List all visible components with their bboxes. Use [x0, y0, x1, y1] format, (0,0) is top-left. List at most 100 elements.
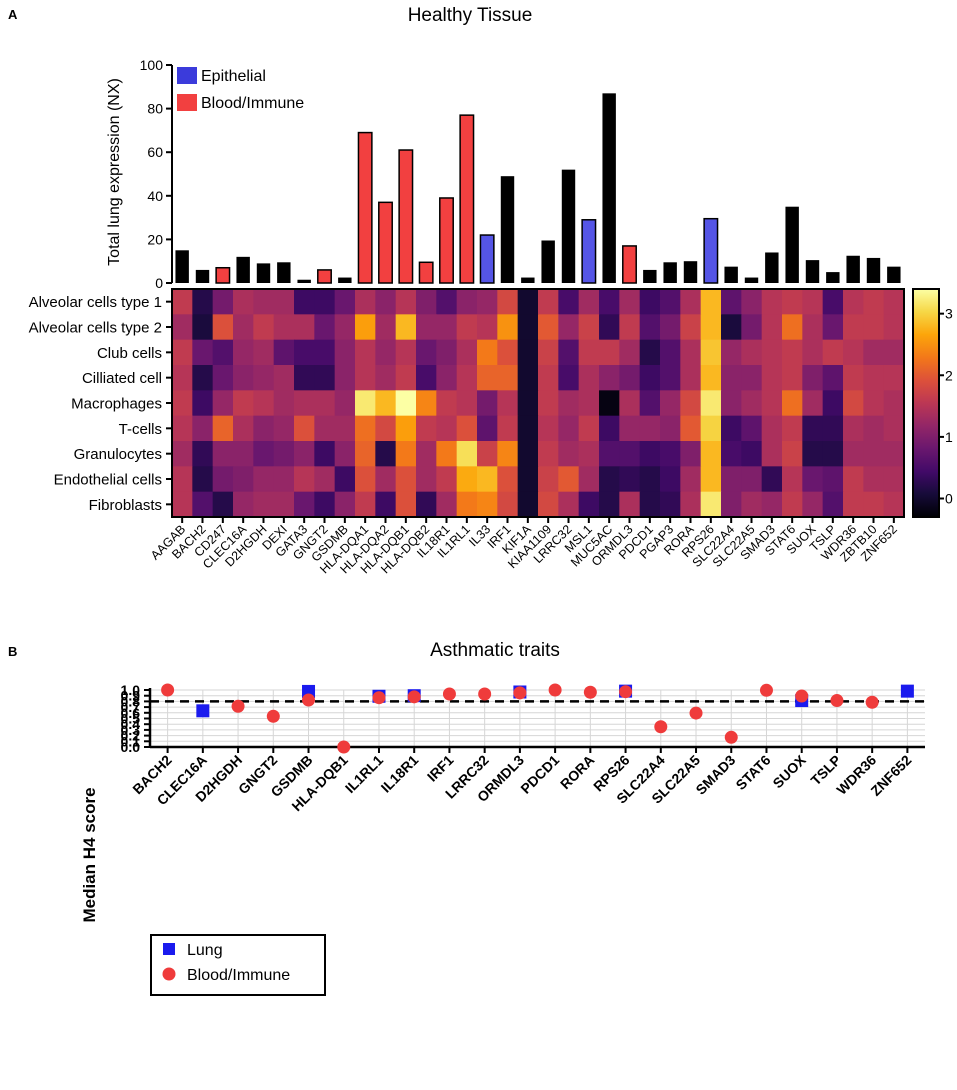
bar-IL1RL1	[459, 114, 475, 284]
heatmap-cell	[863, 390, 885, 417]
heatmap-cell	[619, 415, 641, 442]
heatmap-cell	[355, 441, 376, 467]
point-blood-immune-TSLP	[830, 694, 844, 708]
heatmap-cell	[721, 415, 742, 442]
heatmap-cell	[558, 365, 580, 391]
heatmap-cell	[883, 339, 905, 366]
heatmap-cell	[863, 415, 885, 442]
scatter-x-tick-label: STAT6	[732, 752, 773, 793]
heatmap-cell	[395, 289, 417, 315]
heatmap-cell	[477, 441, 498, 467]
heatmap-cell	[761, 339, 783, 366]
bar-STAT6	[785, 206, 799, 283]
heatmap-cell	[172, 415, 193, 442]
heatmap-cell	[192, 415, 214, 442]
bar-PGAP3	[663, 262, 677, 283]
heatmap-cell	[883, 289, 905, 315]
heatmap-cell	[517, 289, 539, 315]
heatmap-cell	[761, 441, 783, 467]
heatmap-cell	[761, 491, 783, 518]
heatmap-cell	[456, 491, 478, 518]
heatmap-cell	[822, 390, 844, 417]
scatter-x-tick-label: SMAD3	[692, 752, 738, 798]
heatmap-cell	[843, 441, 864, 467]
heatmap-cell	[660, 390, 681, 417]
heatmap-cell	[314, 365, 336, 391]
scatter-x-tick-label: IL1RL1	[342, 752, 386, 796]
heatmap-cell	[883, 466, 905, 493]
bar-y-tick-label: 80	[147, 101, 163, 117]
heatmap-cell	[863, 365, 885, 391]
heatmap-cell	[578, 466, 600, 493]
heatmap-cell	[863, 466, 885, 493]
heatmap-cell	[721, 491, 742, 518]
heatmap-cell	[416, 289, 437, 315]
heatmap-cell	[294, 466, 315, 493]
heatmap-cell	[477, 314, 498, 341]
heatmap-cell	[192, 466, 214, 493]
heatmap-cell	[233, 314, 254, 341]
heatmap-cell	[802, 415, 824, 442]
heatmap-cell	[721, 365, 742, 391]
bar-HLA-DQA2	[378, 201, 393, 284]
bar-y-tick-label: 60	[147, 144, 163, 160]
scatter-x-tick-label: RORA	[557, 752, 597, 792]
heatmap-cell	[822, 289, 844, 315]
heatmap-cell	[883, 415, 905, 442]
bar-IRF1	[500, 176, 515, 283]
bar-SLC22A4	[724, 266, 738, 283]
heatmap-cell	[416, 339, 437, 366]
heatmap-cell	[314, 339, 336, 366]
heatmap-cell	[741, 415, 763, 442]
heatmap-cell	[578, 491, 600, 518]
heatmap-cell	[436, 415, 458, 442]
heatmap	[171, 288, 905, 518]
heatmap-cell	[375, 441, 397, 467]
scatter-x-tick-label: IL18R1	[378, 752, 422, 796]
heatmap-cell	[456, 365, 478, 391]
scatter-y-tick-label: 1.0	[121, 682, 141, 698]
heatmap-cell	[721, 339, 742, 366]
heatmap-cell	[843, 390, 864, 417]
heatmap-cell	[477, 491, 498, 518]
heatmap-cell	[578, 314, 600, 341]
heatmap-cell	[416, 441, 437, 467]
heatmap-cell	[599, 289, 620, 315]
heatmap-cell	[822, 491, 844, 518]
heatmap-cell	[782, 441, 803, 467]
heatmap-cell	[253, 491, 275, 518]
heatmap-cell	[253, 289, 275, 315]
bar-RPS26	[703, 217, 719, 284]
heatmap-cell	[843, 339, 864, 366]
heatmap-cell	[883, 491, 905, 518]
heatmap-cell	[538, 365, 559, 391]
heatmap-cell	[761, 314, 783, 341]
heatmap-cell	[436, 441, 458, 467]
heatmap-cell	[741, 441, 763, 467]
heatmap-cell	[822, 365, 844, 391]
heatmap-cell	[639, 339, 661, 366]
heatmap-cell	[334, 339, 356, 366]
heatmap-cell	[375, 491, 397, 518]
heatmap-cell	[700, 441, 722, 467]
bar-GATA3	[297, 279, 311, 283]
heatmap-cell	[782, 390, 803, 417]
point-blood-immune-RORA	[583, 685, 597, 699]
panel-a-title: Healthy Tissue	[408, 5, 533, 26]
point-blood-immune-IL1RL1	[372, 691, 386, 705]
colorbar	[912, 288, 940, 518]
heatmap-cell	[680, 339, 702, 366]
bar-y-tick-label: 40	[147, 188, 163, 204]
heatmap-cell	[233, 390, 254, 417]
heatmap-cell	[355, 390, 376, 417]
heatmap-cell	[599, 314, 620, 341]
heatmap-cell	[741, 314, 763, 341]
heatmap-cell	[212, 415, 234, 442]
heatmap-cell	[660, 466, 681, 493]
heatmap-cell	[436, 466, 458, 493]
heatmap-cell	[578, 441, 600, 467]
heatmap-cell	[782, 491, 803, 518]
heatmap-row-label: Cilliated cell	[82, 370, 162, 387]
heatmap-cell	[802, 289, 824, 315]
heatmap-cell	[680, 441, 702, 467]
